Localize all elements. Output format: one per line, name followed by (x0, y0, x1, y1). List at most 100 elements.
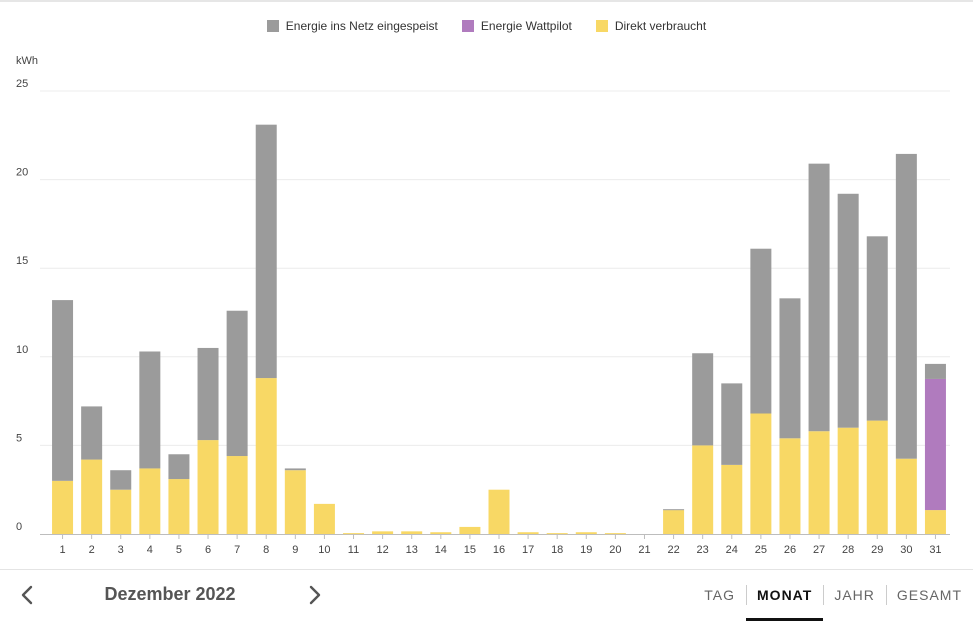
tab-month[interactable]: MONAT (746, 570, 824, 621)
x-tick-label: 21 (638, 544, 650, 556)
x-tick-label: 23 (697, 544, 709, 556)
y-tick-label: 0 (16, 521, 22, 533)
x-tick-label: 9 (292, 544, 298, 556)
x-tick-label: 29 (871, 544, 883, 556)
x-tick-label: 24 (726, 544, 738, 556)
tab-day[interactable]: TAG (704, 587, 736, 603)
y-tick-label: 15 (16, 255, 28, 267)
top-border (0, 0, 973, 2)
x-tick-label: 15 (464, 544, 476, 556)
legend-item-direct-use[interactable]: Direkt verbraucht (595, 19, 707, 33)
legend-swatch-direct-use (595, 20, 608, 32)
bar-direct-use-day-26 (779, 438, 801, 534)
bar-direct-use-day-25 (750, 413, 772, 534)
x-tick-label: 13 (406, 544, 418, 556)
bar-direct-use-day-20 (604, 533, 626, 535)
bar-direct-use-day-7 (226, 456, 248, 534)
x-tick-label: 25 (755, 544, 767, 556)
bar-direct-use-day-13 (401, 531, 423, 534)
bar-direct-use-day-23 (692, 445, 714, 534)
legend-swatch-wattpilot (461, 20, 474, 32)
y-tick-label: 25 (16, 78, 28, 90)
x-tick-label: 16 (493, 544, 505, 556)
x-tick-label: 17 (522, 544, 534, 556)
y-axis-unit: kWh (16, 55, 38, 67)
x-tick-label: 10 (318, 544, 330, 556)
previous-period-button[interactable] (16, 582, 40, 608)
legend-label-wattpilot: Energie Wattpilot (480, 19, 572, 33)
bar-grid-feed-day-7 (226, 310, 248, 457)
x-tick-label: 30 (900, 544, 912, 556)
x-tick-label: 27 (813, 544, 825, 556)
next-period-button[interactable] (303, 582, 327, 608)
y-tick-label: 10 (16, 344, 28, 356)
bar-grid-feed-day-31 (924, 363, 946, 379)
bar-grid-feed-day-1 (52, 300, 74, 481)
tab-year[interactable]: JAHR (823, 570, 886, 620)
bar-direct-use-day-15 (459, 526, 481, 534)
bar-grid-feed-day-2 (81, 406, 103, 460)
y-tick-label: 20 (16, 167, 28, 179)
bar-direct-use-day-19 (575, 532, 597, 534)
x-tick-label: 11 (348, 544, 359, 556)
bar-grid-feed-day-30 (895, 153, 917, 459)
x-tick-label: 6 (205, 544, 211, 556)
tab-total[interactable]: GESAMT (885, 570, 973, 620)
x-tick-label: 4 (147, 544, 153, 556)
bar-direct-use-day-10 (313, 503, 335, 534)
chart-legend: Energie ins Netz eingespeist Energie Wat… (0, 19, 973, 33)
x-tick-label: 2 (89, 544, 95, 556)
bar-grid-feed-day-4 (139, 351, 161, 469)
legend-swatch-grid-feed (266, 20, 279, 32)
bar-direct-use-day-2 (81, 459, 103, 534)
bar-grid-feed-day-8 (255, 124, 277, 379)
x-tick-label: 18 (551, 544, 563, 556)
bar-direct-use-day-31 (924, 510, 946, 534)
x-tick-label: 7 (234, 544, 240, 556)
bar-direct-use-day-11 (343, 533, 365, 535)
legend-label-direct-use: Direkt verbraucht (614, 19, 707, 33)
bar-direct-use-day-12 (372, 531, 394, 534)
bar-grid-feed-day-6 (197, 347, 219, 441)
x-tick-label: 5 (176, 544, 182, 556)
legend-label-grid-feed: Energie ins Netz eingespeist (285, 19, 438, 33)
bar-grid-feed-day-9 (284, 468, 306, 471)
bar-grid-feed-day-22 (663, 509, 685, 511)
chevron-right-icon (309, 585, 321, 605)
bar-grid-feed-day-3 (110, 470, 132, 490)
x-tick-label: 14 (435, 544, 447, 556)
period-label: Dezember 2022 (104, 584, 236, 604)
bar-direct-use-day-22 (663, 510, 685, 534)
bar-wattpilot-day-31 (924, 378, 946, 511)
bar-direct-use-day-3 (110, 489, 132, 534)
bar-grid-feed-day-5 (168, 454, 190, 480)
bar-direct-use-day-1 (52, 480, 74, 534)
bar-direct-use-day-6 (197, 440, 219, 534)
bar-direct-use-day-16 (488, 489, 510, 534)
y-tick-label: 5 (16, 432, 22, 444)
bar-grid-feed-day-24 (721, 383, 743, 465)
bar-direct-use-day-30 (895, 458, 917, 534)
bar-grid-feed-day-28 (837, 193, 859, 428)
bar-direct-use-day-28 (837, 427, 859, 534)
x-tick-label: 22 (667, 544, 679, 556)
bar-grid-feed-day-23 (692, 353, 714, 446)
x-tick-label: 19 (580, 544, 592, 556)
x-tick-label: 26 (784, 544, 796, 556)
bar-direct-use-day-18 (546, 533, 568, 535)
bar-direct-use-day-8 (255, 378, 277, 534)
bar-grid-feed-day-26 (779, 298, 801, 439)
bar-direct-use-day-17 (517, 532, 539, 534)
view-tabs: TAG MONAT JAHR GESAMT (693, 570, 973, 621)
legend-item-wattpilot[interactable]: Energie Wattpilot (461, 19, 572, 33)
bar-direct-use-day-4 (139, 468, 161, 534)
bar-direct-use-day-9 (284, 470, 306, 534)
x-tick-label: 12 (376, 544, 388, 556)
bar-direct-use-day-29 (866, 420, 888, 534)
x-tick-label: 3 (118, 544, 124, 556)
bar-direct-use-day-27 (808, 431, 830, 534)
legend-item-grid-feed[interactable]: Energie ins Netz eingespeist (266, 19, 438, 33)
bar-grid-feed-day-25 (750, 248, 772, 414)
bar-direct-use-day-14 (430, 532, 452, 534)
